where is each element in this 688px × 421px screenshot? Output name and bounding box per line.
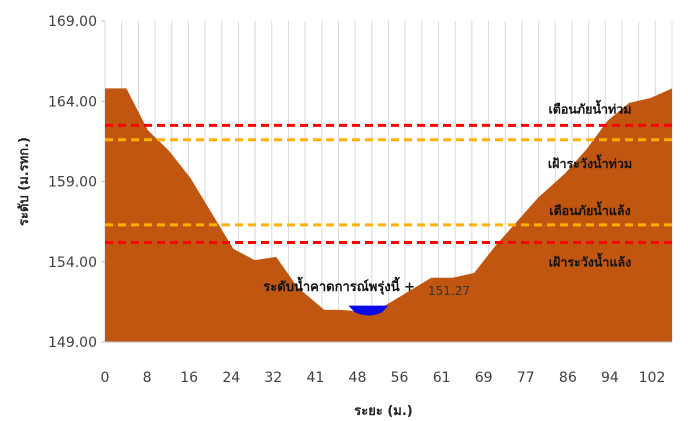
y-tick-label: 159.00 — [48, 175, 97, 191]
x-tick-label: 102 — [639, 370, 666, 386]
threshold-layer — [105, 123, 672, 244]
x-tick-label: 69 — [475, 370, 493, 386]
threshold-label: เตือนภัยน้ำแล้ง — [549, 201, 630, 218]
x-tick-label: 41 — [306, 370, 324, 386]
x-tick-label: 77 — [517, 370, 535, 386]
x-tick-label: 8 — [143, 370, 152, 386]
y-tick-label: 154.00 — [48, 255, 97, 271]
x-tick-label: 48 — [349, 370, 367, 386]
label-layer: เตือนภัยน้ำท่วมเฝ้าระวังน้ำท่วมเตือนภัยน… — [17, 99, 632, 419]
y-axis-title: ระดับ (ม.รทก.) — [17, 137, 32, 226]
x-tick-label: 24 — [222, 370, 240, 386]
y-tick-label: 164.00 — [48, 94, 97, 110]
water-layer — [348, 305, 389, 316]
threshold-label: เฝ้าระวังน้ำท่วม — [548, 154, 632, 171]
x-tick-label: 86 — [559, 370, 577, 386]
x-tick-label: 0 — [101, 370, 110, 386]
axis-layer: 149.00 154.00 159.00 164.00 169.00 0 8 16 24 32 41… — [48, 14, 672, 386]
x-axis-title: ระยะ (ม.) — [354, 404, 412, 419]
x-tick-label: 56 — [391, 370, 409, 386]
ground-profile-area — [105, 88, 672, 342]
threshold-label: เฝ้าระวังน้ำแล้ง — [549, 252, 632, 269]
x-tick-label: 61 — [433, 370, 451, 386]
forecast-label: ระดับน้ำคาดการณ์พรุ่งนี้ + — [263, 276, 415, 295]
threshold-label: เตือนภัยน้ำท่วม — [548, 99, 631, 116]
ground-layer — [105, 88, 672, 342]
x-tick-label: 32 — [264, 370, 282, 386]
forecast-value: 151.27 — [428, 284, 470, 298]
water-body — [348, 305, 389, 316]
x-tick-label: 16 — [180, 370, 198, 386]
y-tick-label: 169.00 — [48, 14, 97, 30]
y-tick-label: 149.00 — [48, 335, 97, 351]
x-tick-label: 94 — [601, 370, 619, 386]
